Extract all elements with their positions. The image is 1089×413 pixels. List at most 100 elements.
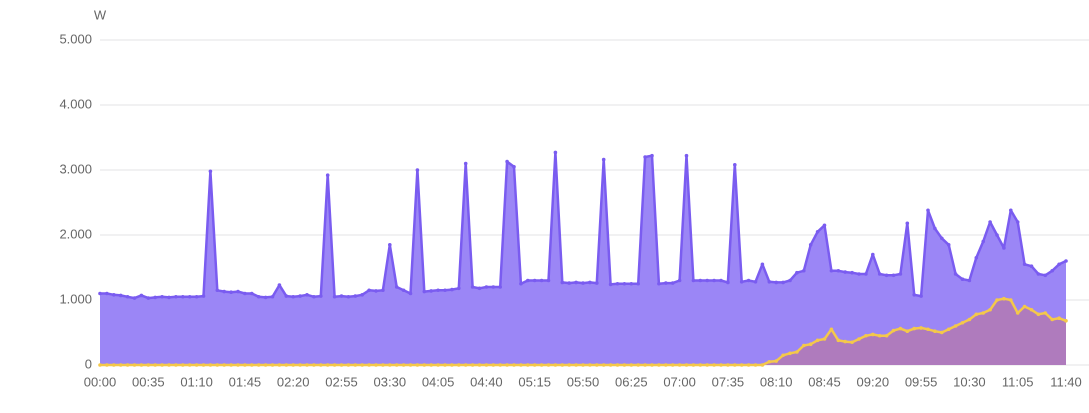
point — [498, 285, 503, 289]
point — [463, 161, 468, 166]
x-tick-label: 04:05 — [422, 374, 455, 389]
point — [1022, 304, 1027, 309]
point — [394, 363, 399, 367]
point — [974, 255, 979, 260]
point — [560, 280, 565, 285]
point — [622, 281, 627, 286]
point — [843, 339, 847, 344]
point — [960, 277, 965, 282]
point — [864, 333, 868, 338]
point — [277, 283, 282, 287]
point — [450, 363, 454, 367]
point — [946, 327, 951, 332]
point — [912, 293, 916, 297]
point — [484, 285, 489, 289]
point — [443, 363, 447, 367]
point — [498, 363, 503, 367]
point — [415, 168, 420, 172]
point — [650, 153, 654, 158]
point — [857, 272, 861, 276]
point — [215, 288, 220, 293]
point — [539, 363, 544, 367]
point — [1050, 317, 1054, 322]
point — [1029, 307, 1034, 312]
point — [953, 272, 958, 276]
point — [394, 285, 399, 289]
point — [181, 363, 185, 367]
point — [312, 294, 316, 299]
point — [443, 288, 447, 293]
point — [243, 291, 247, 296]
point — [629, 281, 634, 286]
point — [512, 164, 516, 169]
point — [532, 278, 537, 283]
point — [712, 363, 716, 367]
point — [595, 281, 599, 285]
point — [346, 363, 351, 367]
point — [512, 363, 516, 367]
point — [553, 150, 558, 155]
point — [891, 328, 896, 333]
point — [270, 363, 275, 367]
point — [256, 294, 261, 299]
point — [767, 359, 772, 364]
point — [988, 220, 992, 224]
point — [995, 233, 999, 237]
point — [388, 242, 392, 247]
point — [615, 363, 620, 367]
point — [795, 270, 799, 275]
point — [960, 320, 965, 325]
y-tick-label: 4.000 — [59, 96, 92, 111]
point — [753, 280, 758, 284]
point — [884, 273, 889, 278]
point — [408, 291, 413, 296]
x-tick-label: 00:35 — [132, 374, 165, 389]
point — [981, 311, 985, 315]
point — [1002, 296, 1006, 301]
point — [208, 363, 213, 367]
point — [926, 327, 930, 332]
point — [1043, 311, 1048, 315]
point — [429, 289, 434, 293]
point — [601, 157, 606, 162]
point — [388, 363, 392, 367]
x-tick-label: 03:30 — [374, 374, 407, 389]
point — [360, 293, 365, 297]
point — [726, 280, 730, 285]
point — [760, 363, 765, 367]
point — [691, 278, 696, 283]
point — [974, 312, 979, 317]
point — [595, 363, 599, 367]
point — [457, 286, 461, 291]
x-tick-label: 05:15 — [518, 374, 551, 389]
point — [802, 343, 806, 348]
point — [263, 295, 268, 300]
point — [733, 363, 737, 367]
point — [305, 293, 309, 297]
y-tick-label: 2.000 — [59, 226, 92, 241]
point — [105, 291, 109, 296]
point — [319, 294, 323, 298]
point — [546, 278, 551, 283]
point — [125, 363, 130, 367]
point — [657, 363, 661, 367]
point — [229, 363, 233, 367]
point — [491, 285, 496, 289]
point — [650, 363, 654, 367]
point — [174, 363, 178, 367]
point — [643, 155, 647, 159]
point — [877, 333, 882, 338]
point — [194, 363, 199, 367]
y-tick-label: 1.000 — [59, 291, 92, 306]
line — [100, 151, 1067, 300]
point — [898, 272, 903, 276]
point — [995, 298, 999, 302]
point — [539, 278, 544, 283]
point — [1064, 319, 1068, 323]
point — [415, 363, 420, 367]
point — [374, 363, 378, 367]
point — [505, 363, 509, 367]
point — [118, 363, 123, 367]
point — [802, 268, 806, 273]
